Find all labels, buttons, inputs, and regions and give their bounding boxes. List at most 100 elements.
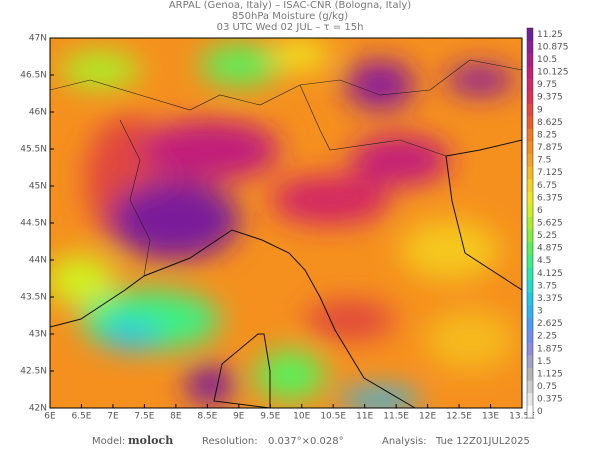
colorbar-swatch <box>527 279 533 293</box>
colorbar-swatch <box>527 204 533 218</box>
y-tick-label: 43N <box>29 330 47 340</box>
colorbar-swatch <box>527 40 533 54</box>
colorbar-label: 2.25 <box>537 332 557 342</box>
x-tick-label: 11E <box>356 412 373 422</box>
colorbar-label: 6.375 <box>537 193 563 203</box>
colorbar-swatch <box>527 128 533 142</box>
y-tick-label: 46N <box>29 108 47 118</box>
colorbar-swatch <box>527 355 533 368</box>
colorbar-label: 1.125 <box>537 369 563 379</box>
colorbar-swatch <box>527 254 533 268</box>
x-tick-label: 8.5E <box>197 412 217 422</box>
colorbar-label: 0 <box>537 407 543 417</box>
colorbar-label: 9.375 <box>537 93 563 103</box>
x-tick-label: 12E <box>419 412 436 422</box>
y-tick-label: 45N <box>29 182 47 192</box>
x-tick-label: 13.5E <box>509 412 535 422</box>
colorbar-swatch <box>527 392 533 406</box>
x-tick-label: 10.5E <box>320 412 346 422</box>
colorbar-swatch <box>527 405 533 419</box>
colorbar-label: 10.125 <box>537 68 569 78</box>
colorbar-label: 8.625 <box>537 118 563 128</box>
colorbar-swatch <box>527 65 533 79</box>
coastline <box>50 139 522 408</box>
colorbar-swatch <box>527 216 533 230</box>
y-tick-label: 45.5N <box>20 145 47 155</box>
y-tick-label: 47N <box>29 34 47 44</box>
colorbar-swatch <box>527 78 533 92</box>
colorbar-label: 7.125 <box>537 168 563 178</box>
colorbar-label: 4.125 <box>537 269 563 279</box>
x-tick-label: 7.5E <box>134 412 154 422</box>
colorbar-label: 4.5 <box>537 256 551 266</box>
colorbar-label: 7.5 <box>537 156 551 166</box>
x-tick-label: 10E <box>293 412 310 422</box>
colorbar-label: 0.375 <box>537 395 563 405</box>
colorbar-swatch <box>527 178 533 192</box>
colorbar-label: 2.625 <box>537 319 563 329</box>
borders <box>50 59 522 277</box>
colorbar-label: 7.875 <box>537 143 563 153</box>
colorbar-label: 3 <box>537 307 543 317</box>
header-line: 850hPa Moisture (g/kg) <box>232 11 348 22</box>
colorbar-label: 8.25 <box>537 130 557 140</box>
y-tick-label: 43.5N <box>20 293 47 303</box>
colorbar-frame <box>526 27 534 419</box>
x-tick-label: 13E <box>482 412 499 422</box>
colorbar-swatch <box>527 141 533 155</box>
colorbar-label: 1.5 <box>537 357 551 367</box>
x-tick-label: 9.5E <box>260 412 280 422</box>
x-tick-label: 6.5E <box>71 412 91 422</box>
footer-label: Analysis: <box>382 436 427 447</box>
colorbar-label: 6 <box>537 206 543 216</box>
colorbar-swatch <box>527 166 533 180</box>
colorbar-swatch <box>527 342 533 356</box>
colorbar-label: 5.625 <box>537 219 563 229</box>
colorbar-swatch <box>527 292 533 306</box>
colorbar-swatch <box>527 153 533 167</box>
y-tick-label: 42N <box>29 404 47 414</box>
header-line: 03 UTC Wed 02 JUL – τ = 15h <box>217 22 364 33</box>
colorbar-swatch <box>527 116 533 129</box>
colorbar-swatch <box>527 90 533 104</box>
colorbar-label: 11.25 <box>537 30 563 40</box>
colorbar-swatch <box>527 241 533 255</box>
footer-value: moloch <box>128 434 173 447</box>
colorbar-swatch <box>527 229 533 243</box>
header-line: ARPAL (Genoa, Italy) – ISAC-CNR (Bologna… <box>169 0 411 11</box>
y-tick-label: 46.5N <box>20 71 47 81</box>
x-tick-label: 7E <box>107 412 119 422</box>
colorbar-swatch <box>527 267 533 280</box>
colorbar-label: 3.375 <box>537 294 563 304</box>
colorbar-swatch <box>527 380 533 394</box>
x-tick-label: 9E <box>233 412 245 422</box>
colorbar-label: 9.75 <box>537 80 557 90</box>
x-tick-label: 11.5E <box>383 412 409 422</box>
colorbar-label: 10.875 <box>537 42 569 52</box>
colorbar-swatch <box>527 103 533 117</box>
x-tick-label: 12.5E <box>446 412 472 422</box>
footer-value: 0.037°×0.028° <box>268 436 344 447</box>
y-tick-label: 42.5N <box>20 367 47 377</box>
colorbar-swatch <box>527 329 533 343</box>
colorbar-label: 1.875 <box>537 344 563 354</box>
moisture-field <box>50 38 522 408</box>
colorbar-label: 10.5 <box>537 55 557 65</box>
colorbar-label: 3.75 <box>537 281 557 291</box>
colorbar-label: 5.25 <box>537 231 557 241</box>
footer-label: Model: <box>92 436 125 447</box>
colorbar-swatch <box>527 304 533 318</box>
x-tick-label: 8E <box>170 412 182 422</box>
colorbar-swatch <box>527 53 533 67</box>
colorbar-swatch <box>527 367 533 381</box>
colorbar-label: 0.75 <box>537 382 557 392</box>
x-tick-label: 6E <box>44 412 56 422</box>
colorbar-label: 6.75 <box>537 181 557 191</box>
colorbar-swatch <box>527 191 533 205</box>
y-tick-label: 44.5N <box>20 219 47 229</box>
colorbar-label: 4.875 <box>537 244 563 254</box>
colorbar-swatch <box>527 317 533 331</box>
y-tick-label: 44N <box>29 256 47 266</box>
footer-label: Resolution: <box>202 436 258 447</box>
